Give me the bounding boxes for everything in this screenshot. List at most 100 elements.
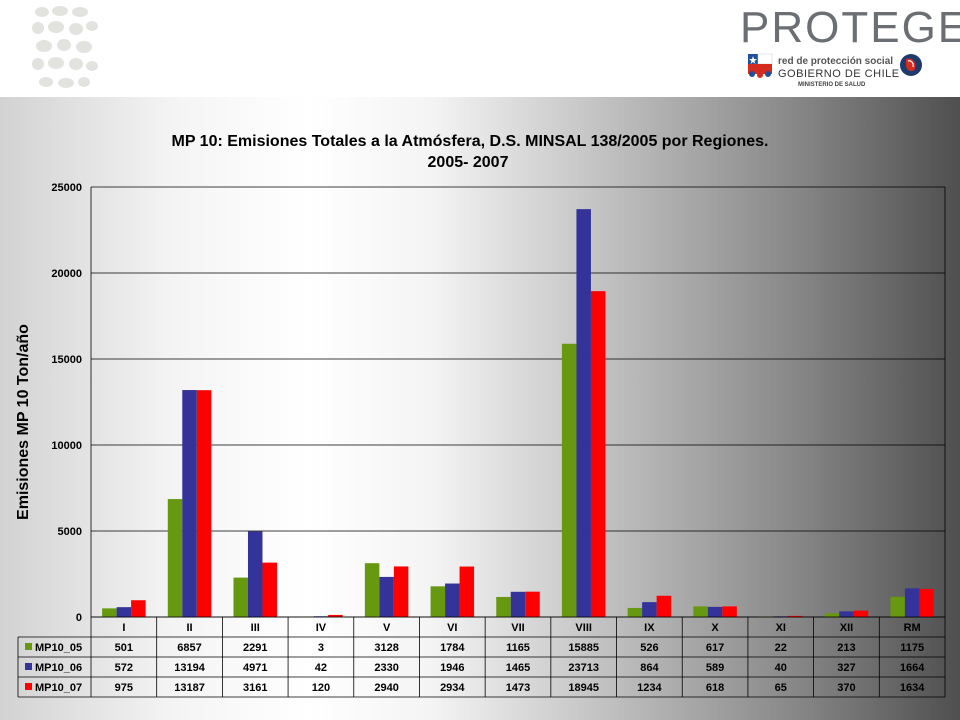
data-label: 1175 — [900, 642, 924, 654]
bar-MP10_05-VII — [496, 596, 511, 617]
bar-MP10_05-I — [102, 608, 117, 617]
x-tick-label: XI — [776, 622, 786, 634]
data-label: 3 — [318, 642, 324, 654]
x-tick-label: VI — [447, 622, 457, 634]
y-tick-label: 10000 — [51, 440, 82, 452]
x-tick-label: IV — [316, 622, 327, 634]
y-tick-labels: 0 5000 10000 15000 20000 25000 — [51, 182, 82, 624]
bar-MP10_07-I — [131, 600, 146, 617]
data-label: 2934 — [440, 682, 465, 694]
bar-MP10_06-I — [116, 607, 132, 617]
ministry-leaf-icon — [900, 54, 922, 76]
bar-MP10_07-XI — [788, 615, 803, 617]
bar-MP10_05-VI — [430, 586, 446, 617]
legend-label: MP10_06 — [35, 662, 82, 674]
brand-subtitle-line2: GOBIERNO DE CHILE — [778, 68, 900, 80]
bar-MP10_06-II — [182, 390, 197, 617]
data-label: 6857 — [177, 642, 201, 654]
data-label: 1784 — [440, 642, 465, 654]
data-label: 1664 — [900, 662, 925, 674]
x-tick-label: VIII — [575, 622, 592, 634]
data-label: 3161 — [243, 682, 267, 694]
bar-MP10_07-RM — [919, 588, 934, 617]
data-label: 1473 — [506, 682, 530, 694]
x-tick-label: VII — [511, 622, 524, 634]
bar-MP10_05-II — [167, 499, 183, 617]
bar-MP10_06-X — [707, 606, 723, 617]
bar-MP10_05-V — [364, 563, 380, 617]
chart-title-line1: MP 10: Emisiones Totales a la Atmósfera,… — [172, 133, 769, 150]
y-tick-label: 20000 — [51, 268, 82, 280]
bar-MP10_06-XII — [839, 611, 854, 617]
data-label: 15885 — [568, 642, 599, 654]
bar-MP10_07-IV — [328, 614, 343, 617]
legend-label: MP10_07 — [35, 682, 82, 694]
data-label: 13194 — [174, 662, 205, 674]
data-label: 1165 — [506, 642, 530, 654]
legend-swatch-MP10_07 — [25, 683, 32, 690]
bar-MP10_05-X — [693, 606, 708, 617]
data-label: 370 — [837, 682, 855, 694]
data-label: 526 — [640, 642, 658, 654]
bar-MP10_05-XII — [824, 613, 840, 617]
brand-subtitle-line1: red de protección social — [778, 56, 894, 67]
data-label: 618 — [706, 682, 724, 694]
protege-brand: PROTEGE red de protección social GOBIERN… — [740, 4, 960, 96]
bar-MP10_07-VIII — [590, 291, 606, 617]
pebbles-logo-icon — [32, 6, 98, 88]
data-label: 589 — [706, 662, 724, 674]
emissions-chart: MP 10: Emisiones Totales a la Atmósfera,… — [15, 133, 946, 698]
data-label: 501 — [115, 642, 133, 654]
bar-MP10_07-XII — [853, 610, 869, 617]
bar-MP10_07-II — [196, 390, 212, 617]
bar-MP10_06-VIII — [576, 209, 591, 617]
data-label: 327 — [837, 662, 855, 674]
legend-swatch-MP10_06 — [25, 663, 32, 670]
chart-panel: MP 10: Emisiones Totales a la Atmósfera,… — [0, 97, 960, 720]
bar-MP10_06-IX — [642, 602, 657, 617]
data-label: 1634 — [900, 682, 925, 694]
bar-MP10_05-IX — [627, 607, 643, 617]
data-label: 4971 — [243, 662, 267, 674]
x-tick-label: RM — [904, 622, 921, 634]
header: PROTEGE red de protección social GOBIERN… — [0, 0, 960, 97]
brand-title: PROTEGE — [740, 3, 960, 52]
bar-MP10_06-III — [247, 531, 263, 617]
bar-MP10_05-RM — [890, 596, 905, 617]
x-tick-label: III — [251, 622, 260, 634]
x-tick-label: I — [122, 622, 125, 634]
y-tick-label: 25000 — [51, 182, 82, 194]
data-label: 1946 — [440, 662, 464, 674]
x-tick-label: II — [186, 622, 192, 634]
y-tick-label: 5000 — [58, 526, 82, 538]
data-label: 2940 — [374, 682, 398, 694]
legend-label: MP10_05 — [35, 642, 82, 654]
data-label: 2330 — [374, 662, 398, 674]
x-tick-label: IX — [644, 622, 655, 634]
brand-subtitle-line3: MINISTERIO DE SALUD — [798, 82, 866, 88]
x-tick-label: V — [383, 622, 391, 634]
bar-MP10_06-RM — [904, 588, 920, 617]
data-label: 2291 — [243, 642, 267, 654]
x-tick-label: XII — [840, 622, 853, 634]
data-label: 120 — [312, 682, 330, 694]
bar-MP10_05-III — [233, 577, 248, 617]
legend-swatch-MP10_05 — [25, 643, 32, 650]
y-tick-label: 0 — [76, 612, 82, 624]
data-label: 3128 — [374, 642, 398, 654]
gridlines — [90, 186, 946, 618]
data-label: 42 — [315, 662, 327, 674]
bar-MP10_07-VI — [459, 566, 475, 617]
y-axis-label: Emisiones MP 10 Ton/año — [15, 324, 32, 520]
bar-MP10_06-VII — [510, 591, 526, 617]
bars — [102, 209, 934, 618]
data-label: 617 — [706, 642, 724, 654]
bar-MP10_07-V — [393, 566, 409, 617]
bar-MP10_06-VI — [445, 583, 460, 617]
bar-MP10_07-III — [262, 562, 277, 617]
data-label: 18945 — [568, 682, 599, 694]
bar-MP10_05-VIII — [561, 343, 577, 617]
x-tick-label: X — [711, 622, 719, 634]
data-label: 40 — [775, 662, 787, 674]
